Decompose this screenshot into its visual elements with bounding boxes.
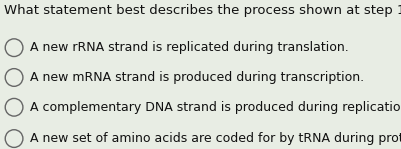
Text: A new rRNA strand is replicated during translation.: A new rRNA strand is replicated during t… <box>30 41 348 54</box>
Text: A complementary DNA strand is produced during replication.: A complementary DNA strand is produced d… <box>30 101 401 114</box>
Text: What statement best describes the process shown at step 1?: What statement best describes the proces… <box>4 4 401 17</box>
Text: A new set of amino acids are coded for by tRNA during protein formation.: A new set of amino acids are coded for b… <box>30 132 401 145</box>
Text: A new mRNA strand is produced during transcription.: A new mRNA strand is produced during tra… <box>30 71 363 84</box>
